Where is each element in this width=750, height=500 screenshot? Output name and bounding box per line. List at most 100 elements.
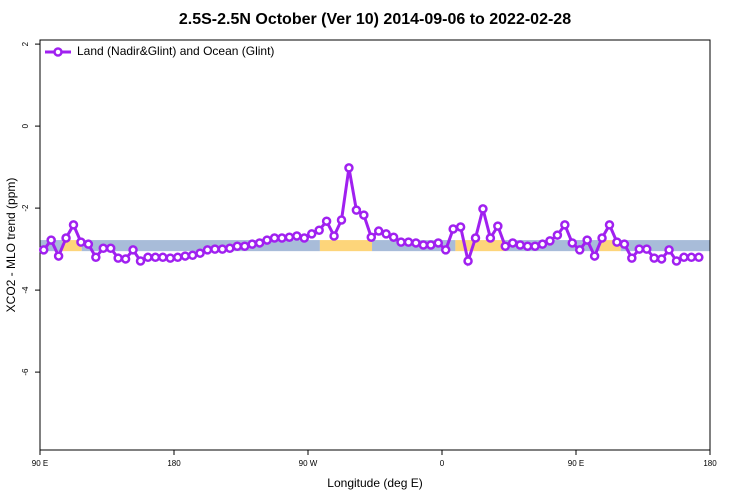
data-point <box>150 252 161 263</box>
data-point <box>135 256 146 266</box>
x-axis-label: Longitude (deg E) <box>327 476 422 490</box>
data-point <box>545 236 555 246</box>
data-point <box>411 238 421 248</box>
data-point <box>448 224 458 234</box>
data-point <box>143 252 153 263</box>
data-point <box>91 252 101 263</box>
y-tick-label: -2 <box>21 204 30 212</box>
data-point <box>128 245 138 255</box>
data-point <box>329 231 339 241</box>
data-point <box>552 230 563 240</box>
data-point <box>403 237 414 247</box>
data-point <box>530 241 540 251</box>
x-tick-label: 180 <box>167 459 181 468</box>
data-point <box>582 235 592 245</box>
data-point <box>381 229 391 239</box>
data-point <box>656 254 667 264</box>
data-point <box>470 233 481 243</box>
band-segment <box>40 240 63 252</box>
data-point <box>292 231 302 241</box>
band-segment <box>504 240 600 252</box>
data-point <box>627 253 637 263</box>
data-point <box>522 241 533 251</box>
data-point <box>418 240 429 250</box>
band-segment <box>599 240 621 252</box>
y-axis-label: XCO2 - MLO trend (ppm) <box>4 178 18 313</box>
data-point <box>225 243 235 254</box>
data-point <box>567 238 578 248</box>
y-tick-label: 2 <box>21 41 30 46</box>
data-point <box>68 220 79 230</box>
data-point <box>433 238 444 248</box>
x-tick-label: 90 E <box>32 459 48 468</box>
data-point <box>254 238 265 248</box>
data-point <box>217 244 228 254</box>
legend-label: Land (Nadir&Glint) and Ocean (Glint) <box>77 44 274 58</box>
data-point <box>463 256 473 266</box>
data-point <box>46 235 56 245</box>
data-point <box>671 256 682 266</box>
y-tick-label: 0 <box>21 123 30 128</box>
data-point <box>76 237 86 247</box>
data-point <box>38 245 49 255</box>
data-point <box>180 251 190 261</box>
data-point <box>649 253 659 263</box>
data-point <box>232 241 243 251</box>
data-point <box>694 252 704 263</box>
data-point <box>269 233 280 243</box>
data-point <box>366 232 377 242</box>
x-tick-label: 90 W <box>299 459 318 468</box>
data-point <box>619 239 630 249</box>
data-point <box>455 222 466 232</box>
data-point <box>321 216 332 226</box>
data-point <box>120 254 131 264</box>
data-point <box>314 225 324 235</box>
data-point <box>262 235 272 245</box>
y-tick-label: -6 <box>21 368 30 376</box>
x-tick-label: 90 E <box>568 459 584 468</box>
data-point <box>373 226 384 236</box>
data-point <box>172 252 183 263</box>
band-segment <box>620 240 710 252</box>
data-point <box>686 252 697 263</box>
data-point <box>493 221 503 231</box>
data-point <box>478 204 488 214</box>
data-point <box>61 233 71 243</box>
data-point <box>359 210 369 220</box>
data-point <box>485 233 496 243</box>
data-point <box>187 250 198 260</box>
data-point <box>679 252 689 263</box>
data-point <box>98 243 109 254</box>
data-point <box>612 237 622 247</box>
data-point <box>105 243 116 254</box>
data-point <box>210 244 220 254</box>
data-point <box>597 233 607 243</box>
data-point <box>113 253 123 263</box>
data-point <box>641 244 652 254</box>
data-point <box>277 233 287 243</box>
data-point <box>195 248 205 258</box>
y-tick-label: -4 <box>21 286 30 294</box>
data-point <box>351 205 362 215</box>
data-point <box>158 252 168 263</box>
x-tick-label: 0 <box>440 459 445 468</box>
data-point <box>507 238 518 248</box>
band-segment <box>62 240 82 252</box>
data-point <box>515 240 525 250</box>
data-point <box>336 215 347 225</box>
band-segment <box>81 240 320 252</box>
data-point <box>560 220 570 230</box>
band-segment <box>319 240 373 252</box>
band-segment <box>455 240 505 252</box>
data-point <box>284 232 295 242</box>
data-point <box>426 240 436 250</box>
data-point <box>574 245 585 255</box>
chart-title: 2.5S-2.5N October (Ver 10) 2014-09-06 to… <box>179 11 571 28</box>
data-point <box>634 244 645 254</box>
data-point <box>247 239 257 249</box>
data-point <box>388 232 399 242</box>
data-point <box>396 237 406 247</box>
plot-frame <box>39 39 711 451</box>
x-tick-label: 180 <box>703 459 717 468</box>
